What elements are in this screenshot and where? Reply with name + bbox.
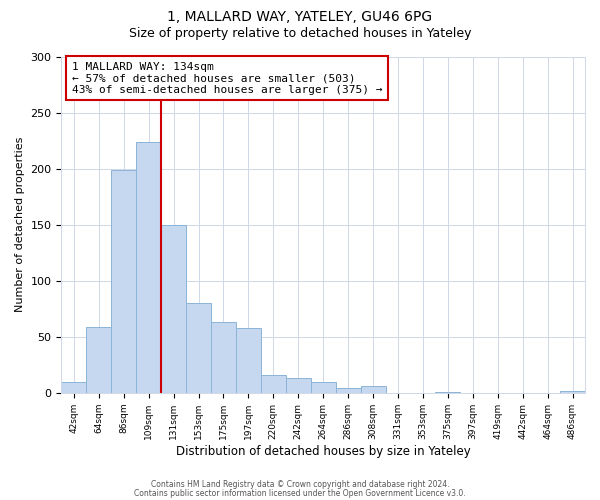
- Text: 1, MALLARD WAY, YATELEY, GU46 6PG: 1, MALLARD WAY, YATELEY, GU46 6PG: [167, 10, 433, 24]
- Text: Contains HM Land Registry data © Crown copyright and database right 2024.: Contains HM Land Registry data © Crown c…: [151, 480, 449, 489]
- Bar: [311, 382, 335, 393]
- Bar: [136, 142, 161, 393]
- Bar: [211, 322, 236, 393]
- Bar: [261, 375, 286, 393]
- Bar: [335, 388, 361, 393]
- Bar: [560, 390, 585, 393]
- Y-axis label: Number of detached properties: Number of detached properties: [15, 137, 25, 312]
- Bar: [186, 303, 211, 393]
- Text: Size of property relative to detached houses in Yateley: Size of property relative to detached ho…: [129, 28, 471, 40]
- Text: Contains public sector information licensed under the Open Government Licence v3: Contains public sector information licen…: [134, 488, 466, 498]
- Bar: [61, 382, 86, 393]
- Bar: [286, 378, 311, 393]
- Bar: [361, 386, 386, 393]
- Text: 1 MALLARD WAY: 134sqm
← 57% of detached houses are smaller (503)
43% of semi-det: 1 MALLARD WAY: 134sqm ← 57% of detached …: [72, 62, 382, 94]
- Bar: [236, 328, 261, 393]
- X-axis label: Distribution of detached houses by size in Yateley: Distribution of detached houses by size …: [176, 444, 470, 458]
- Bar: [86, 326, 111, 393]
- Bar: [111, 170, 136, 393]
- Bar: [161, 224, 186, 393]
- Bar: [436, 392, 460, 393]
